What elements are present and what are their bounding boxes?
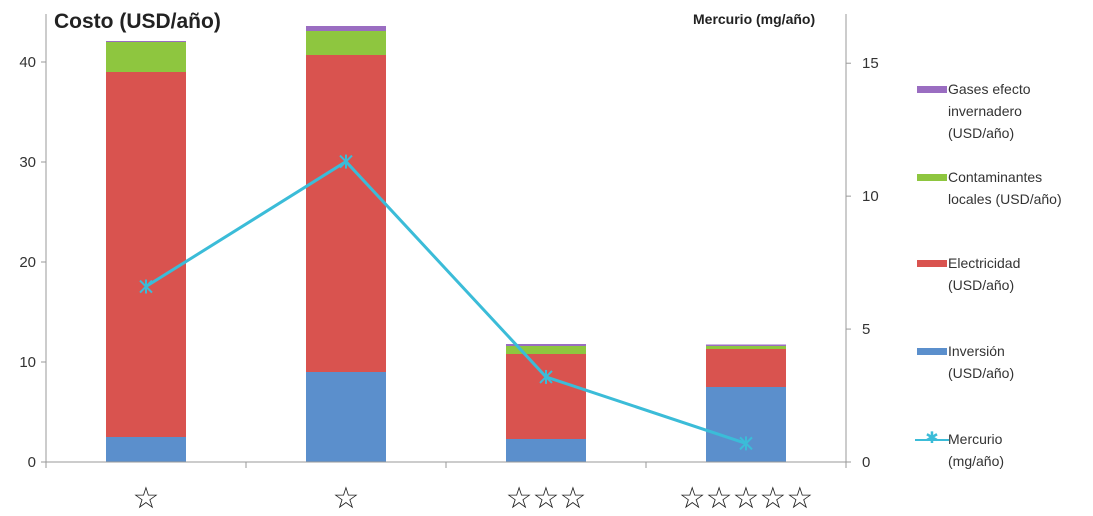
mercurio-line [145,159,747,445]
bar-segment-3-0 [106,41,186,42]
mercurio-point-0 [139,279,153,294]
y-tick-label-right: 10 [862,188,879,205]
legend-item-3: Inversión (USD/año) [912,340,1092,384]
legend-label-line: Mercurio [948,431,1003,447]
legend-label: Electricidad (USD/año) [948,252,1088,296]
x-tick-label: ☆ [333,481,360,516]
bar-segment-0-3 [706,387,786,462]
bar-segment-1-3 [706,349,786,387]
y-tick-label-left: 0 [28,454,36,471]
bar-segment-2-3 [706,346,786,349]
y-axis-title-left: Costo (USD/año) [54,10,221,33]
bar-segment-2-1 [306,31,386,55]
legend-item-2: Electricidad (USD/año) [912,252,1092,296]
legend-label: Inversión (USD/año) [948,340,1088,384]
y-tick-label-left: 30 [19,154,36,171]
bars-group [106,26,786,462]
legend-label-line: (USD/año) [948,125,1015,141]
legend-swatch [912,340,948,362]
bar-segment-0-1 [306,372,386,462]
bar-segment-1-2 [506,354,586,439]
legend-label-line: locales (USD/año) [948,191,1062,207]
bar-segment-2-0 [106,42,186,72]
y-tick-label-right: 15 [862,55,879,72]
bar-segment-3-2 [506,344,586,346]
legend-label-line: (USD/año) [948,365,1015,381]
x-tick-label: ☆ [133,481,160,516]
mercurio-point-1 [339,154,353,169]
bar-segment-3-1 [306,26,386,31]
legend-label-line: Electricidad [948,255,1021,271]
legend-swatch [912,252,948,274]
legend-swatch [912,166,948,188]
bar-segment-0-0 [106,437,186,462]
bar-segment-1-1 [306,55,386,372]
legend-swatch: ✱ [912,428,949,450]
legend-item-1: Contaminantes locales (USD/año) [912,166,1092,210]
y-tick-label-left: 20 [19,254,36,271]
bar-segment-1-0 [106,72,186,437]
x-tick-label: ☆☆☆ [506,481,587,516]
legend-label-line: Contaminantes [948,169,1043,185]
bar-segment-3-3 [706,344,786,346]
y-axis-title-right: Mercurio (mg/año) [693,11,815,27]
legend-label-line: (mg/año) [948,453,1005,469]
legend-label: Gases efecto invernadero (USD/año) [948,78,1088,144]
legend-label: Mercurio (mg/año) [948,428,1088,472]
bar-segment-0-2 [506,439,586,462]
y-tick-label-right: 0 [862,454,870,471]
mercurio-point-3 [739,436,753,451]
y-tick-label-left: 10 [19,354,36,371]
y-tick-label-right: 5 [862,321,870,338]
legend-label: Contaminantes locales (USD/año) [948,166,1088,210]
asterisk-marker-icon: ✱ [925,430,939,447]
mercurio-point-2 [539,369,553,384]
legend-item-4: ✱ Mercurio (mg/año) [912,428,1092,472]
x-tick-label: ☆☆☆☆☆ [679,481,813,516]
legend-label-line: Inversión [948,343,1005,359]
line-series-group [139,154,753,451]
y-tick-label-left: 40 [19,54,36,71]
legend-item-0: Gases efecto invernadero (USD/año) [912,78,1092,144]
bar-segment-2-2 [506,346,586,354]
legend-label-line: Gases efecto [948,81,1031,97]
legend-label-line: (USD/año) [948,277,1015,293]
legend-swatch [912,78,948,100]
legend-label-line: invernadero [948,103,1022,119]
